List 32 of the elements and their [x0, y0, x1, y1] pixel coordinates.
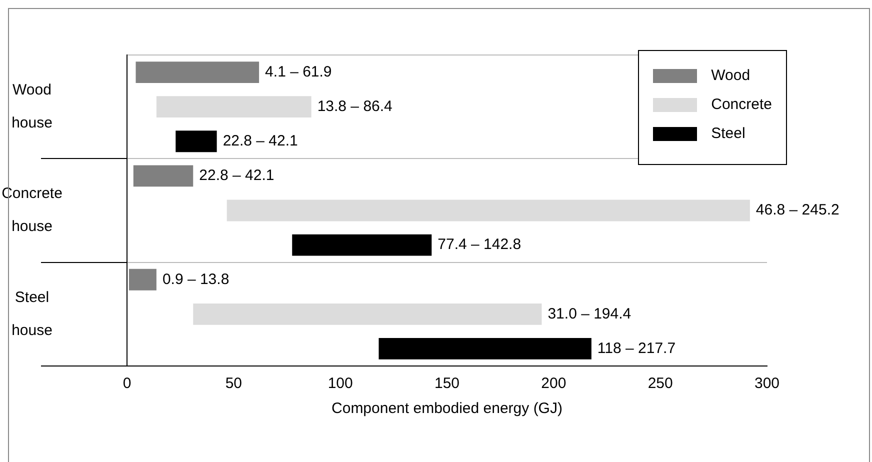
- x-tick-label: 100: [328, 375, 353, 392]
- annotation: 118 – 217.7: [597, 340, 676, 357]
- bar: [156, 96, 312, 118]
- x-tick-label: 150: [434, 375, 460, 392]
- annotation: 31.0 – 194.4: [548, 305, 632, 322]
- x-axis-title: Component embodied energy (GJ): [332, 400, 562, 418]
- annotation: 22.8 – 42.1: [222, 132, 298, 150]
- x-tick-label: 50: [225, 375, 242, 392]
- y-tick-label: Steel house: [12, 288, 52, 339]
- x-tick-label: 250: [648, 375, 673, 392]
- bar: [128, 268, 156, 290]
- y-tick-label: Concrete house: [2, 185, 62, 236]
- x-tick-label: 0: [122, 375, 132, 392]
- y-tick-label: Wood house: [12, 81, 52, 132]
- annotation: 22.8 – 42.1: [199, 167, 274, 184]
- annotation: 0.9 – 13.8: [162, 270, 230, 288]
- bar: [378, 338, 592, 360]
- x-tick-label: 300: [754, 375, 780, 392]
- bar: [226, 200, 750, 222]
- annotation: 46.8 – 245.2: [756, 202, 840, 219]
- bar: [133, 165, 194, 187]
- annotation: 77.4 – 142.8: [438, 236, 522, 254]
- legend-label: Steel: [711, 125, 746, 142]
- bar: [292, 234, 432, 256]
- bar: [176, 130, 217, 152]
- legend-label: Concrete: [711, 96, 772, 113]
- annotation: 13.8 – 86.4: [317, 98, 392, 115]
- annotation: 4.1 – 61.9: [265, 63, 332, 80]
- bar: [136, 62, 260, 83]
- x-tick-label: 200: [541, 375, 566, 392]
- legend-label: Wood: [711, 67, 750, 84]
- bar: [193, 303, 542, 325]
